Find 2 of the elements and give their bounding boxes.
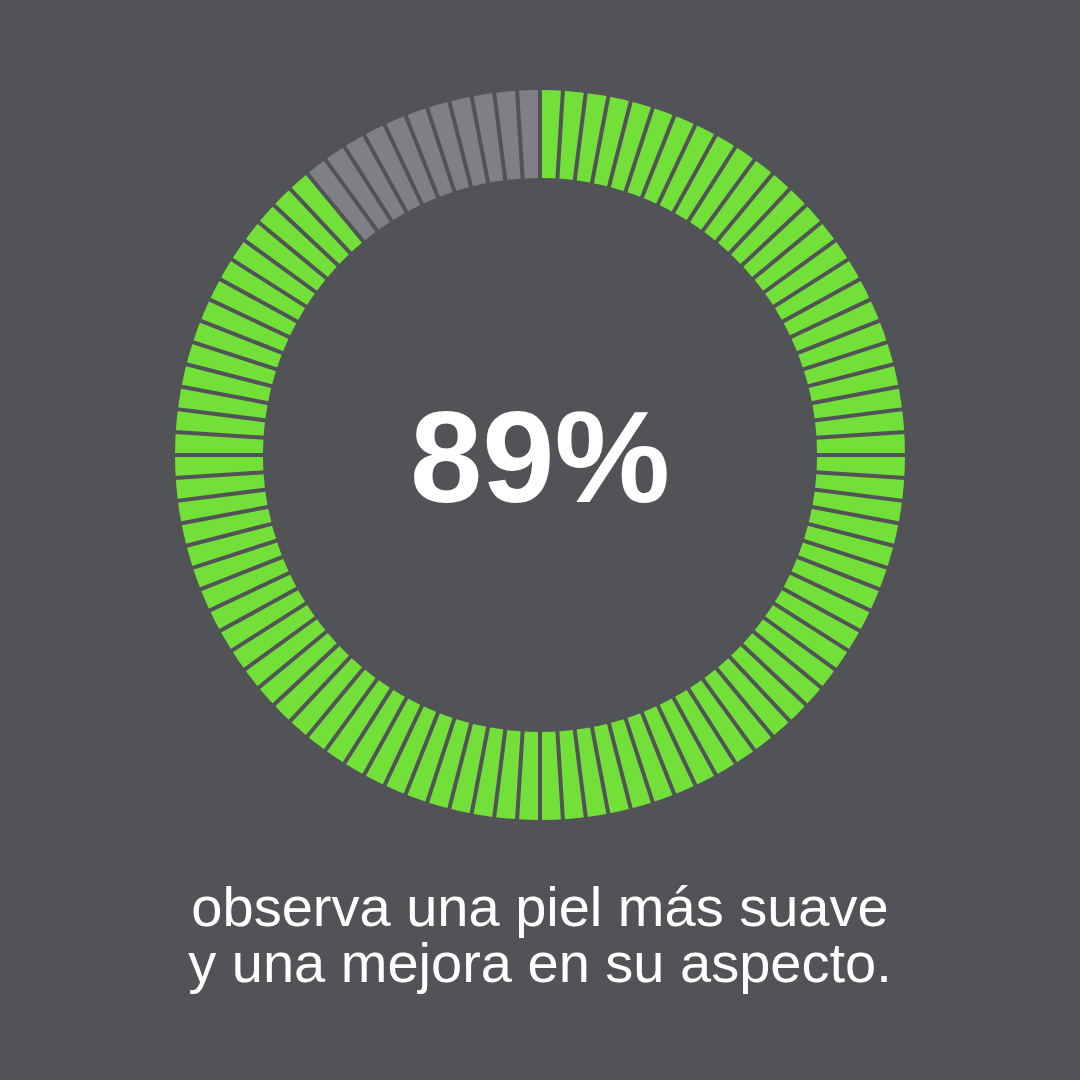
data-label: 89% xyxy=(409,384,671,530)
text: observa una piel más suave y una mejora en su aspecto. xyxy=(188,875,892,994)
